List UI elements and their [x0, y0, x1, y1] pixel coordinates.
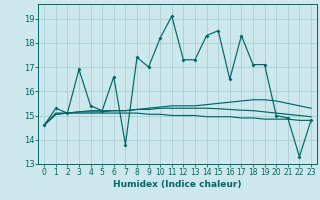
X-axis label: Humidex (Indice chaleur): Humidex (Indice chaleur) — [113, 180, 242, 189]
